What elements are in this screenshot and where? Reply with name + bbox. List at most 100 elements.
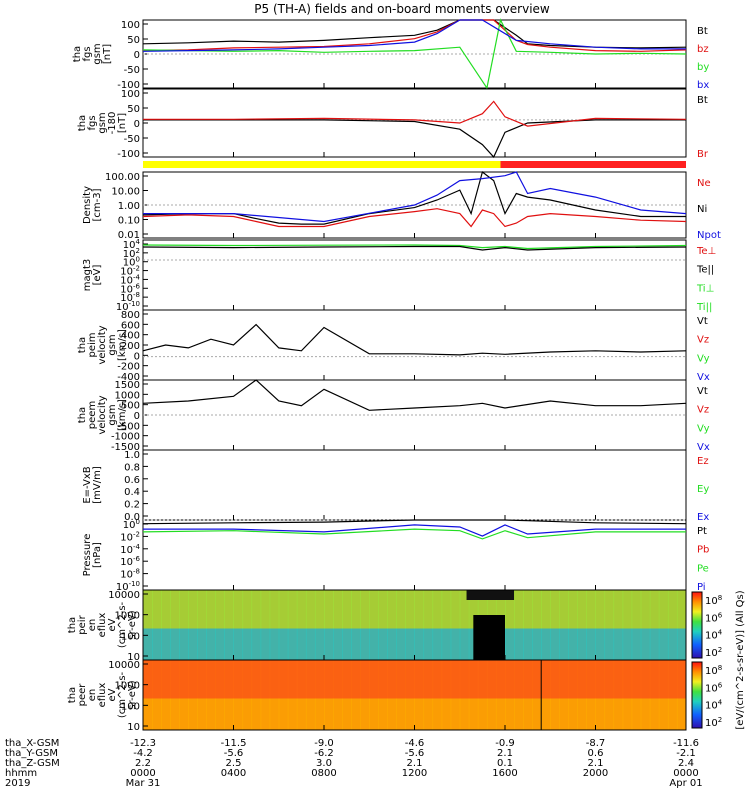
spectrogram-column [631, 698, 642, 730]
spectrogram-column [143, 628, 153, 660]
spectrogram-column [559, 628, 569, 660]
spectrogram-column [486, 660, 497, 699]
spectrogram-column [559, 698, 569, 730]
spectrogram-column [532, 590, 542, 629]
series-line-ni [142, 170, 686, 225]
legend-entry: Ni [697, 204, 707, 215]
mode-bar-slow-survey [143, 161, 501, 168]
spectrogram-column [170, 628, 180, 660]
x-axis-value: 2000 [583, 768, 608, 779]
legend-entry: Vx [697, 442, 710, 453]
y-axis-label-line: magt3 [82, 259, 93, 292]
spectrogram-column [541, 698, 551, 730]
colorbar-tick-label: 108 [705, 664, 722, 677]
y-tick-label: 100 [123, 256, 140, 269]
x-axis-value: -9.0 [314, 738, 334, 749]
x-axis-value: -5.6 [405, 748, 425, 759]
spectrogram-column [143, 660, 153, 699]
y-axis-label-line: peir [77, 614, 88, 634]
series-line-npot [143, 171, 687, 223]
x-axis-value: -4.6 [405, 738, 425, 749]
spectrogram-column [287, 698, 298, 730]
spectrogram-column [224, 698, 234, 730]
spectrogram-column [667, 698, 678, 730]
legend-entry: Pe [697, 563, 709, 574]
series-line-bt [142, 19, 687, 49]
y-tick-label: 10-6 [120, 282, 140, 295]
spectrogram-column [197, 590, 207, 629]
y-tick-label: 50 [127, 104, 140, 115]
panel-peer-spectrogram: 10000 1000 100 10 tha peer en eflux eV (cm^2-s-sr… [67, 659, 687, 733]
x-axis-value: -8.7 [586, 738, 606, 749]
y-tick-label: 200 [121, 341, 140, 352]
spectrogram-void-region [466, 590, 515, 600]
spectrogram-column [532, 660, 542, 699]
spectrogram-column [161, 590, 171, 629]
y-axis-label-line: Density [82, 186, 93, 224]
y-tick-label: 102 [123, 247, 140, 260]
spectrogram-column [296, 660, 307, 699]
y-axis-label-line: velocity [97, 325, 108, 364]
y-tick-label: 0.4 [124, 487, 140, 498]
y-axis-label-line: gsm [97, 112, 108, 133]
y-tick-label: 800 [121, 310, 140, 321]
spectrogram-column [423, 660, 434, 699]
spectrogram-column [251, 590, 262, 629]
y-tick-label: 100 [121, 701, 140, 712]
spectrogram-column [197, 698, 207, 730]
colorbar-tick-label: 102 [705, 716, 722, 729]
spectrogram-column [676, 698, 687, 730]
y-tick-label: 0.10 [118, 216, 140, 227]
spectrogram-column [396, 590, 406, 629]
y-tick-label: 0.6 [124, 475, 140, 486]
legend-entry: Ne [697, 178, 711, 189]
spectrogram-column [622, 590, 633, 629]
spectrogram-column [423, 698, 434, 730]
spectrogram-column [360, 590, 370, 629]
spectrogram-column [450, 660, 461, 699]
y-tick-label: 100 [123, 518, 140, 531]
y-tick-label: 10-2 [120, 530, 140, 543]
spectrogram-column [468, 660, 479, 699]
spectrogram-column [143, 698, 153, 730]
spectrogram-column [441, 628, 452, 660]
spectrogram-column [613, 628, 624, 660]
spectrogram-column [170, 590, 180, 629]
spectrogram-column [333, 590, 343, 629]
spectrogram-column [667, 660, 678, 699]
spectrogram-column [532, 628, 542, 660]
y-axis-label-line: [mV/m] [92, 466, 103, 504]
spectrogram-column [640, 590, 651, 629]
spectrogram-column [206, 698, 216, 730]
y-axis-label-line: tha [77, 115, 88, 131]
colorbars: 108 106 104 102 108 106 104 102 [eV/(cm^2-s-sr-e… [691, 590, 746, 730]
y-axis-label-line: gsm [107, 404, 118, 425]
y-axis-label-line: fgs [87, 115, 98, 130]
spectrogram-column [505, 660, 515, 699]
y-axis-label-line: peem [87, 401, 98, 429]
spectrogram-column [351, 590, 361, 629]
y-tick-label: -100 [117, 80, 140, 91]
panel-fgs-gsm-dc: 100 50 0 -50 -100 tha fgs gsm -180 [nT] Bt Br [77, 88, 709, 160]
spectrogram-column [287, 590, 298, 629]
y-tick-label: 0 [134, 50, 140, 61]
spectrogram-column [414, 660, 425, 699]
spectrogram-column [541, 628, 551, 660]
x-axis-row-label: tha_Z-GSM [5, 758, 60, 769]
spectrogram-column [468, 590, 479, 629]
y-axis-label-line: Pressure [82, 534, 93, 577]
spectrogram-column [514, 660, 524, 699]
y-axis-label-line: (cm^2-s- [117, 601, 128, 648]
spectrogram-column [251, 628, 262, 660]
spectrogram-column [369, 590, 379, 629]
y-tick-label: 10-2 [120, 265, 140, 278]
x-axis-value: 2.2 [135, 758, 151, 769]
spectrogram-column [179, 590, 189, 629]
y-tick-label: 1.00 [118, 201, 140, 212]
spectrogram-column [441, 660, 452, 699]
y-tick-label: 10-10 [116, 580, 140, 593]
spectrogram-column [324, 660, 334, 699]
y-axis-label-line: [km/s] [117, 329, 128, 361]
